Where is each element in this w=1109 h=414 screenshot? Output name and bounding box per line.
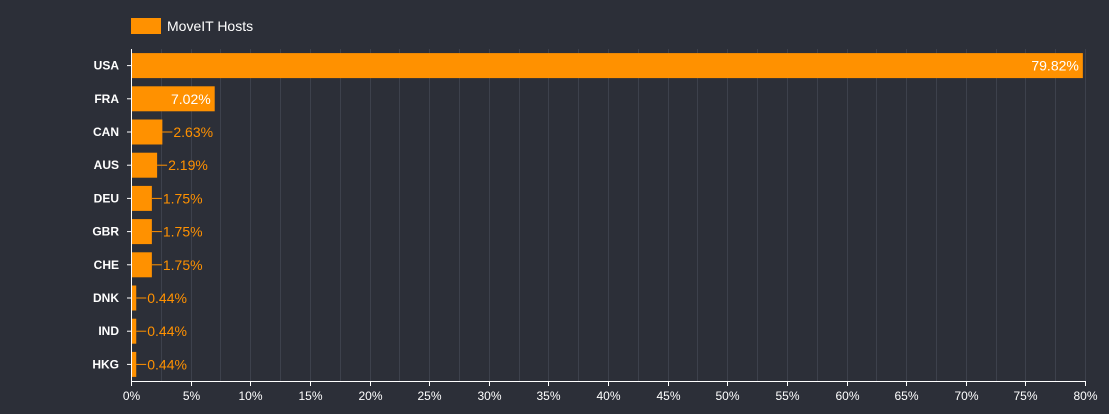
legend-label: MoveIT Hosts [167,18,253,34]
data-label: 1.75% [163,224,203,240]
x-tick-label: 60% [835,389,859,403]
category-label: DEU [94,191,119,205]
category-label: DNK [93,291,119,305]
data-label: 0.44% [147,356,187,372]
bars [131,53,1083,377]
x-tick-label: 55% [775,389,799,403]
legend[interactable]: MoveIT Hosts [131,18,253,34]
legend-swatch [131,18,161,34]
category-label: GBR [92,225,119,239]
grid-lines [161,49,1086,381]
x-tick-label: 15% [298,389,322,403]
data-label: 2.63% [173,124,213,140]
bar-hkg[interactable] [131,351,137,377]
bar-deu[interactable] [131,185,152,211]
data-label: 1.75% [163,257,203,273]
bar-ind[interactable] [131,318,137,344]
bar-aus[interactable] [131,152,158,178]
x-tick-label: 75% [1013,389,1037,403]
data-label: 0.44% [147,290,187,306]
x-tick-label: 45% [656,389,680,403]
x-tick-label: 25% [417,389,441,403]
x-tick-label: 80% [1073,389,1097,403]
bar-che[interactable] [131,252,152,278]
x-tick-label: 5% [183,389,201,403]
category-label: HKG [92,357,119,371]
category-label: CAN [93,125,119,139]
category-label: FRA [94,92,119,106]
x-tick-label: 0% [123,389,141,403]
bar-dnk[interactable] [131,285,137,311]
x-tick-label: 70% [954,389,978,403]
data-label: 0.44% [147,323,187,339]
data-label: 1.75% [163,190,203,206]
category-label: IND [98,324,119,338]
data-label: 7.02% [171,91,211,107]
bar-can[interactable] [131,119,163,145]
category-label: CHE [94,258,119,272]
x-tick-label: 10% [238,389,262,403]
data-label: 2.19% [168,157,208,173]
labels: USA 79.82% FRA 7.02% CAN 2.63% AUS 2.19% DEU 1.75… [92,58,1079,373]
x-tick-label: 20% [358,389,382,403]
x-tick-label: 50% [715,389,739,403]
x-tick-label: 35% [536,389,560,403]
bar-gbr[interactable] [131,219,152,245]
x-tick-label: 30% [477,389,501,403]
x-tick-label: 40% [596,389,620,403]
axes: 0% 5% 10% 15% 20% 25% 30% 35% 40% 45% 50% 55% 60% 65%… [123,49,1098,403]
category-label: AUS [94,158,119,172]
data-label: 79.82% [1031,58,1078,74]
bar-usa[interactable] [131,53,1083,79]
x-tick-label: 65% [894,389,918,403]
category-label: USA [94,59,120,73]
bar-fra[interactable] [131,86,215,112]
